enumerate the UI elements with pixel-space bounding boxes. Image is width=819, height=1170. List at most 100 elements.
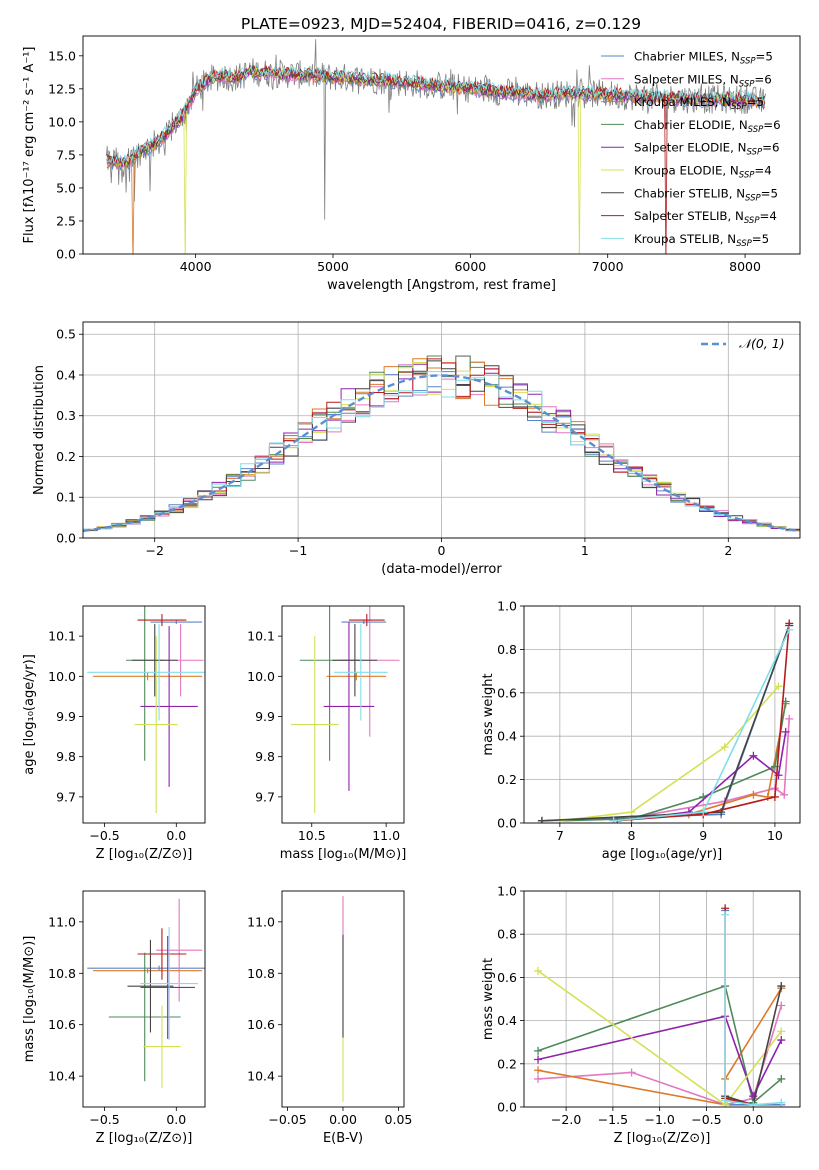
legend-entry-sub: SSP: [745, 193, 761, 203]
normal-curve: [83, 374, 800, 533]
x-tick-label: 0.0: [166, 828, 186, 843]
y-tick-label: 0.2: [56, 449, 76, 464]
y-tick-label: 0.4: [497, 1013, 517, 1028]
x-tick-label: 7000: [592, 259, 624, 274]
residual-histogram: [83, 360, 800, 531]
legend-entry: Chabrier MILES, NSSP=5: [634, 50, 773, 67]
plot-area: [83, 355, 800, 533]
y-tick-label: 0.8: [497, 642, 517, 657]
weight-marker: [780, 790, 789, 799]
ebv-mass-panel: −0.05 0.00 0.05 10.4 10.6 10.8 11.0 E(B-V): [247, 890, 413, 1146]
x-tick-label: 0.0: [166, 1112, 186, 1127]
y-axis-label: Normed distribution: [32, 365, 47, 495]
legend-entry: 𝒩(0, 1): [739, 336, 785, 351]
legend-entry: Kroupa MILES, NSSP=5: [634, 95, 764, 112]
error-bar-point: [332, 624, 378, 697]
error-bar-point: [334, 624, 388, 721]
y-tick-label: 0.5: [56, 327, 76, 342]
legend-entry-count: =5: [756, 50, 773, 64]
axes-frame: [281, 605, 405, 824]
plot-area: [106, 39, 767, 254]
weight-marker: [534, 1066, 543, 1075]
axes-frame: [281, 890, 405, 1108]
weight-marker: [785, 714, 794, 723]
y-tick-label: 0.0: [56, 247, 76, 262]
x-tick-label: 11.0: [372, 828, 400, 843]
y-tick-label: 5.0: [56, 180, 76, 195]
y-tick-label: 10.0: [48, 114, 76, 129]
y-tick-label: 0.4: [497, 729, 517, 744]
error-bar-point: [290, 636, 339, 813]
y-tick-label: 11.0: [48, 914, 76, 929]
x-tick-label: −0.5: [691, 1112, 721, 1127]
y-tick-label: 1.0: [497, 884, 517, 899]
error-bar-point: [137, 614, 187, 627]
age-weight-panel: 7 8 9 10 0.0 0.2 0.4 0.6 0.8 1.0 age [log₁₀(age/yr…: [481, 599, 801, 862]
y-tick-label: 9.9: [255, 709, 275, 724]
legend-entry-name: Chabrier MILES, N: [634, 50, 740, 64]
weight-marker: [534, 1046, 543, 1055]
weight-line: [537, 984, 782, 1105]
weight-marker: [777, 1074, 786, 1083]
weight-marker: [777, 1001, 786, 1010]
legend-entry: Salpeter STELIB, NSSP=4: [634, 209, 777, 226]
legend-entry-sub: SSP: [746, 148, 762, 158]
x-axis-label: Z [log₁₀(Z/Z⊙)]: [96, 847, 193, 862]
legend-entry-name: Chabrier ELODIE, N: [634, 118, 748, 132]
x-tick-label: −1.0: [644, 1112, 674, 1127]
legend-entry-sub: SSP: [739, 79, 755, 89]
x-tick-label: 0.05: [385, 1112, 413, 1127]
weight-marker: [749, 1100, 758, 1107]
weight-marker: [721, 1096, 730, 1105]
error-bar-point: [348, 614, 385, 627]
y-tick-label: 15.0: [48, 48, 76, 63]
x-tick-label: 2: [724, 543, 732, 558]
x-axis-label: E(B-V): [323, 1131, 363, 1146]
y-tick-label: 0.0: [497, 816, 517, 831]
weight-marker: [627, 1068, 636, 1077]
y-tick-label: 0.2: [497, 1056, 517, 1071]
y-tick-label: 0.6: [497, 970, 517, 985]
x-axis-label: age [log₁₀(age/yr)]: [602, 847, 723, 862]
model-spectrum-line: [106, 65, 766, 254]
weight-marker: [770, 792, 779, 801]
y-axis-label: Flux [fλ10⁻¹⁷ erg cm⁻² s⁻¹ A⁻¹]: [22, 47, 37, 244]
x-tick-label: 9: [699, 828, 707, 843]
x-tick-label: −1.5: [598, 1112, 628, 1127]
legend-entry-sub: SSP: [748, 125, 764, 135]
y-tick-label: 0.1: [56, 490, 76, 505]
mass-age-panel: 10.5 11.0 9.7 9.8 9.9 10.0 10.1 mass [log₁₀(M/M…: [247, 605, 406, 862]
y-tick-label: 9.8: [255, 749, 275, 764]
weight-marker: [699, 808, 708, 817]
plot-background: [524, 891, 800, 1107]
y-tick-label: 11.0: [247, 914, 275, 929]
legend-entry-count: =4: [754, 164, 771, 178]
x-tick-label: −2.0: [551, 1112, 581, 1127]
y-tick-label: 1.0: [497, 599, 517, 614]
weight-marker: [777, 1027, 786, 1036]
x-tick-label: 7: [556, 828, 564, 843]
x-tick-label: −0.05: [268, 1112, 306, 1127]
x-tick-label: 0.00: [329, 1112, 357, 1127]
y-tick-label: 10.0: [247, 669, 275, 684]
weight-marker: [749, 790, 758, 799]
legend-entry-name: Chabrier STELIB, N: [634, 186, 745, 200]
legend-entry: Kroupa STELIB, NSSP=5: [634, 232, 769, 249]
x-tick-label: −1: [289, 543, 307, 558]
x-tick-label: 10: [767, 828, 783, 843]
x-axis-label: Z [log₁₀(Z/Z⊙)]: [614, 1131, 711, 1146]
weight-marker: [785, 625, 794, 634]
weight-marker: [763, 792, 772, 801]
z-mass-panel: −0.5 0.0 10.4 10.6 10.8 11.0 Z [log₁₀(Z/Z⊙)] ma…: [22, 890, 206, 1146]
error-bar-point: [131, 624, 178, 697]
y-tick-label: 9.8: [56, 749, 76, 764]
legend-entry-count: =5: [747, 95, 764, 109]
x-tick-label: −0.5: [89, 828, 119, 843]
plot-area: [87, 898, 205, 1088]
legend-entry-count: =6: [762, 141, 779, 155]
weight-marker: [777, 982, 786, 991]
plot-background: [282, 606, 404, 823]
x-tick-label: 0: [438, 543, 446, 558]
y-tick-label: 0.3: [56, 408, 76, 423]
